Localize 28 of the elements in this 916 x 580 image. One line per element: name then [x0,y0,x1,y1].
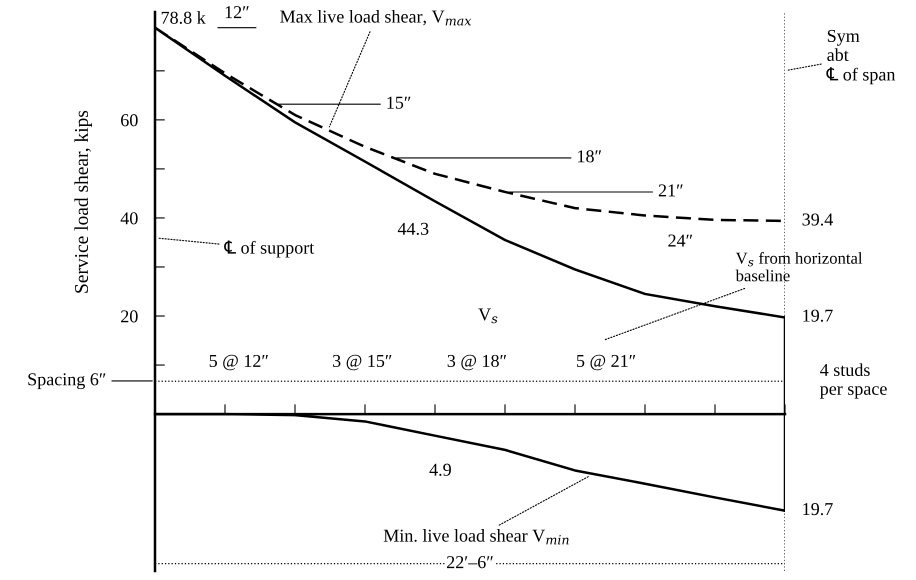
annotation: 15″ [387,96,410,109]
text: 19.7 [803,310,833,322]
text: 19.7 [803,503,833,516]
annotation: 4.9 [429,464,451,476]
text: Sym abt ℄ of span [826,30,896,84]
annotation: 22′–6″ [447,556,493,568]
annotation: Max live load shear, V$_{max}$ [280,10,472,26]
annotation: 3 @ 18″ [448,354,506,370]
text: 4 studs per space [820,363,887,399]
y-tick-label: 40 [120,212,138,224]
text: 39.4 [802,213,833,226]
annotation: 12″ [226,6,249,18]
text: Spacing 6″ [28,373,106,390]
annotation: V$_{s}$ [478,308,498,324]
y-tick-label: 20 [121,310,138,322]
annotation: ℄ of support [224,240,314,258]
annotation: 5 @ 21″ [577,354,636,370]
y-tick-label: 60 [121,114,138,126]
annotation: 24″ [668,234,692,247]
annotation: 18″ [578,150,602,162]
annotation: V$_{s}$ from horizontal baseline [736,252,862,282]
annotation: 21″ [658,184,683,196]
annotation: 5 @ 12″ [210,354,268,370]
annotation: 3 @ 15″ [333,354,392,370]
annotation: 44.3 [398,222,428,235]
annotation: 78.8 k [162,11,206,24]
y-axis-title: Service load shear, kips [74,110,92,293]
annotation: Min. live load shear V$_{min}$ [384,529,569,544]
